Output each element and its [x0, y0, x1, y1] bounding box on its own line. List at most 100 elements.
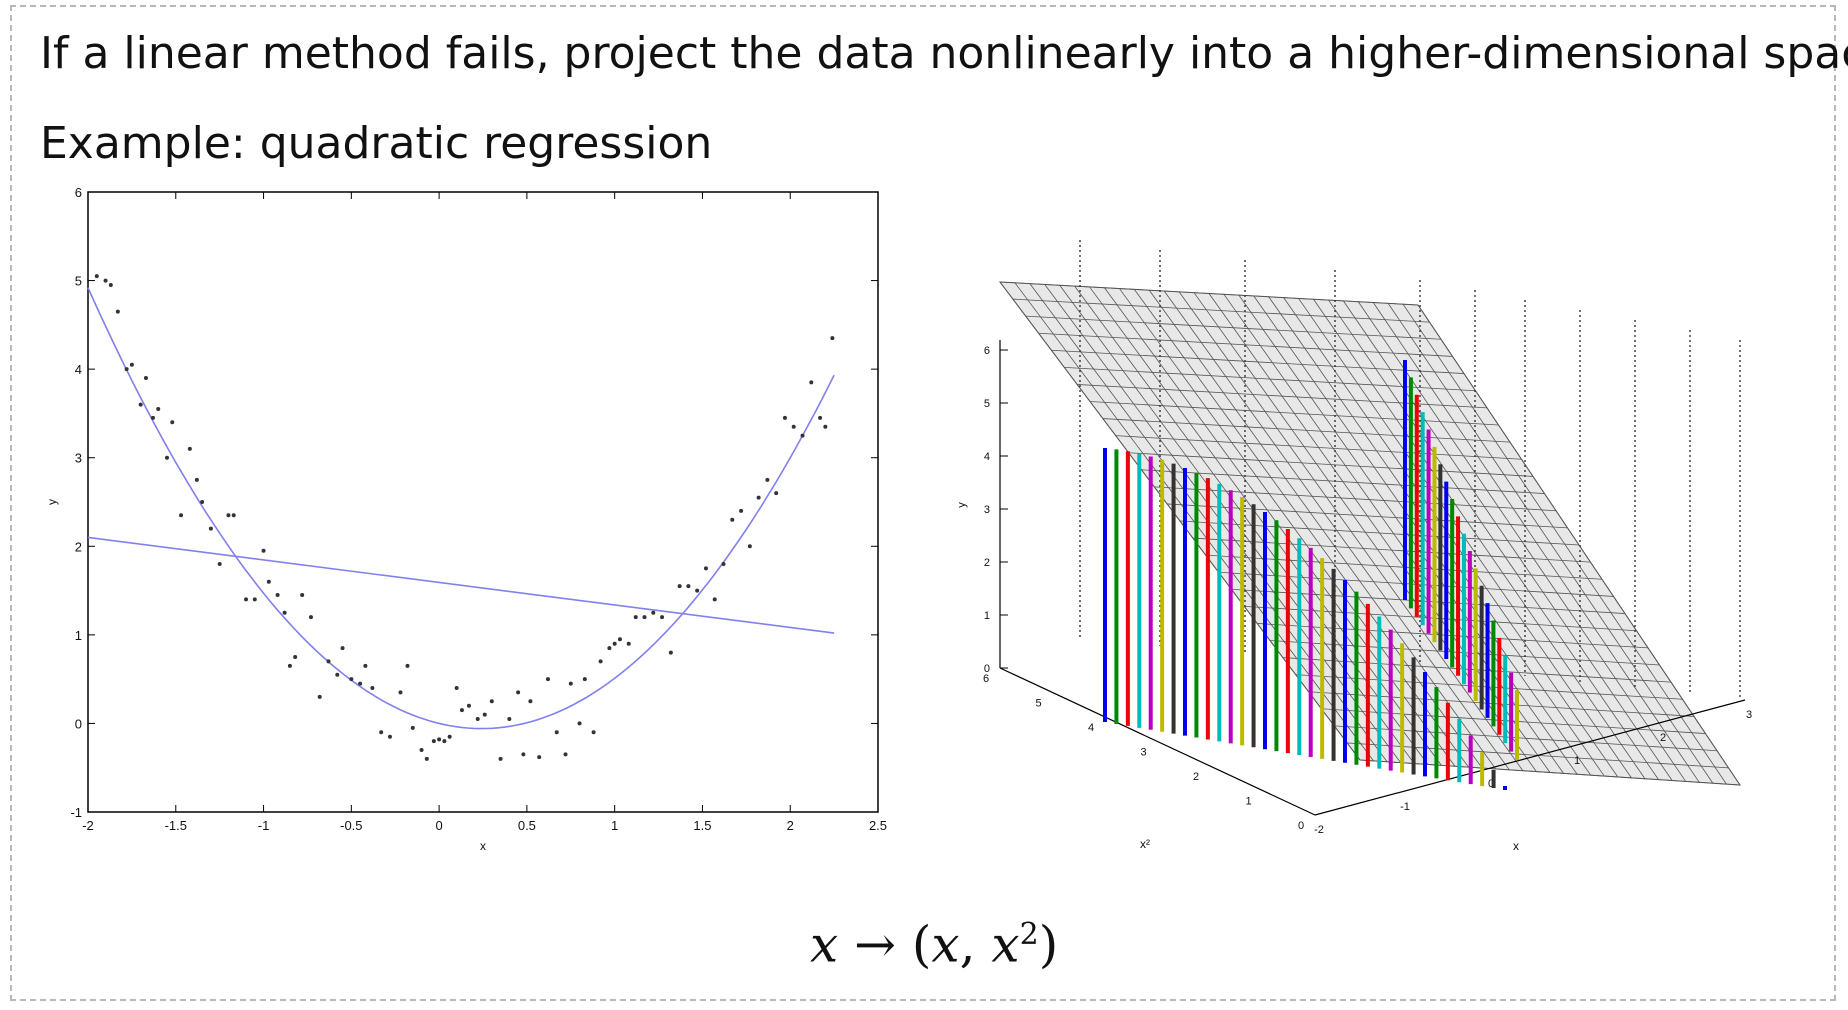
data-point: [791, 424, 796, 429]
data-point: [765, 477, 770, 482]
y3d-axis-label: y: [956, 502, 968, 508]
data-point: [410, 725, 415, 730]
formula-var-x2: x: [931, 915, 960, 974]
data-point: [739, 508, 744, 513]
data-point: [308, 615, 313, 620]
data-point: [568, 681, 573, 686]
data-point: [516, 690, 521, 695]
slide-text-line2: Example: quadratic regression: [40, 118, 713, 169]
data-point: [244, 597, 248, 602]
data-point: [266, 579, 271, 584]
surface-grid-line: [1238, 294, 1578, 775]
x3d-tick-label: 0: [1488, 778, 1494, 790]
x-tick-label: 1.5: [693, 818, 711, 833]
data-point: [179, 513, 184, 518]
surface-grid-line: [1334, 725, 1718, 752]
data-point: [800, 433, 805, 438]
data-point: [208, 526, 213, 531]
x-tick-label: 1: [611, 818, 618, 833]
data-point: [677, 584, 682, 589]
data-point: [598, 659, 603, 664]
x-tick-label: 2.5: [869, 818, 887, 833]
x3d-tick-label: -1: [1400, 801, 1410, 813]
plot-area: [87, 191, 879, 813]
data-point: [774, 491, 779, 496]
data-point: [591, 730, 596, 735]
data-point: [489, 699, 494, 704]
formula-close: ): [1038, 915, 1059, 974]
y-tick-label: 5: [75, 274, 82, 289]
y3d-tick-label: 0: [984, 663, 990, 675]
data-point: [317, 694, 322, 699]
data-point: [217, 562, 222, 566]
surface-grid-line: [1387, 303, 1714, 784]
x-axis-3d: [1314, 699, 1746, 816]
surface-grid-line: [1328, 299, 1659, 780]
data-point: [129, 362, 134, 367]
z3d-tick-label: 2: [1193, 771, 1199, 783]
x-tick-label: 0.5: [518, 818, 536, 833]
data-point: [275, 593, 280, 597]
data-point: [830, 336, 835, 341]
data-point: [695, 588, 700, 593]
data-point: [419, 748, 424, 752]
data-point: [437, 737, 442, 742]
data-point: [115, 309, 120, 314]
y-tick-label: 0: [75, 716, 82, 731]
linear-fit-line: [87, 536, 835, 634]
z3d-tick-label: 6: [983, 673, 989, 685]
z3d-tick-label: 0: [1298, 820, 1304, 832]
data-point: [660, 615, 665, 620]
data-point: [537, 755, 542, 760]
y3d-tick-label: 2: [984, 557, 990, 569]
data-point: [170, 420, 175, 425]
formula-var-x3: x: [991, 915, 1020, 974]
data-point: [143, 376, 148, 380]
data-point: [387, 734, 392, 739]
z3d-axis-label: x²: [1140, 837, 1150, 851]
data-point: [712, 597, 717, 602]
surface-stem-plot-3d: 0 1 2 3 4 5 6 y 0 1 2 3 4 5 6 x² -2 -1 0 1 2 3 x: [956, 240, 1752, 853]
data-point: [612, 641, 617, 646]
y-tick-label: 6: [75, 185, 82, 200]
data-point: [287, 663, 292, 668]
data-point: [577, 721, 582, 726]
data-point: [686, 584, 691, 589]
data-point: [582, 677, 587, 682]
data-point: [554, 730, 559, 735]
y3d-tick-label: 1: [984, 610, 990, 622]
data-point: [194, 477, 199, 482]
data-point: [349, 677, 354, 682]
data-point: [370, 686, 375, 690]
x3d-tick-label: -2: [1314, 824, 1324, 836]
surface-grid-line: [1321, 708, 1706, 734]
regression-surface: [998, 281, 1741, 786]
x3d-tick-label: 2: [1660, 732, 1666, 744]
x-tick-label: -2: [82, 818, 94, 833]
data-point: [300, 593, 305, 597]
y-tick-label: -1: [70, 805, 82, 820]
z3d-tick-label: 1: [1245, 796, 1251, 808]
data-point: [398, 690, 403, 695]
x3d-axis-label: x: [1513, 839, 1519, 853]
surface-grid-line: [1192, 537, 1591, 563]
slide-frame: [10, 5, 1836, 1001]
data-point: [782, 415, 787, 420]
data-point: [498, 756, 503, 761]
x3d-tick-label: 3: [1746, 709, 1752, 721]
data-point: [261, 548, 266, 553]
data-point: [326, 659, 331, 664]
mapping-formula: x → (x, x2): [810, 905, 1058, 975]
data-point: [545, 677, 550, 682]
surface-grid-line: [1372, 302, 1700, 783]
data-point: [447, 734, 452, 739]
quadratic-regression-plot: -2 -1.5 -1 -0.5 0 0.5 1 1.5 2 2.5 -1 0 1 2 3 4 5 6 x y: [45, 185, 887, 853]
data-point: [626, 641, 631, 646]
data-point: [379, 730, 384, 735]
x-tick-label: -1: [258, 818, 270, 833]
data-point: [703, 566, 708, 571]
data-point: [231, 513, 236, 518]
data-point: [187, 446, 192, 451]
data-point: [340, 646, 345, 651]
data-point: [335, 672, 340, 677]
